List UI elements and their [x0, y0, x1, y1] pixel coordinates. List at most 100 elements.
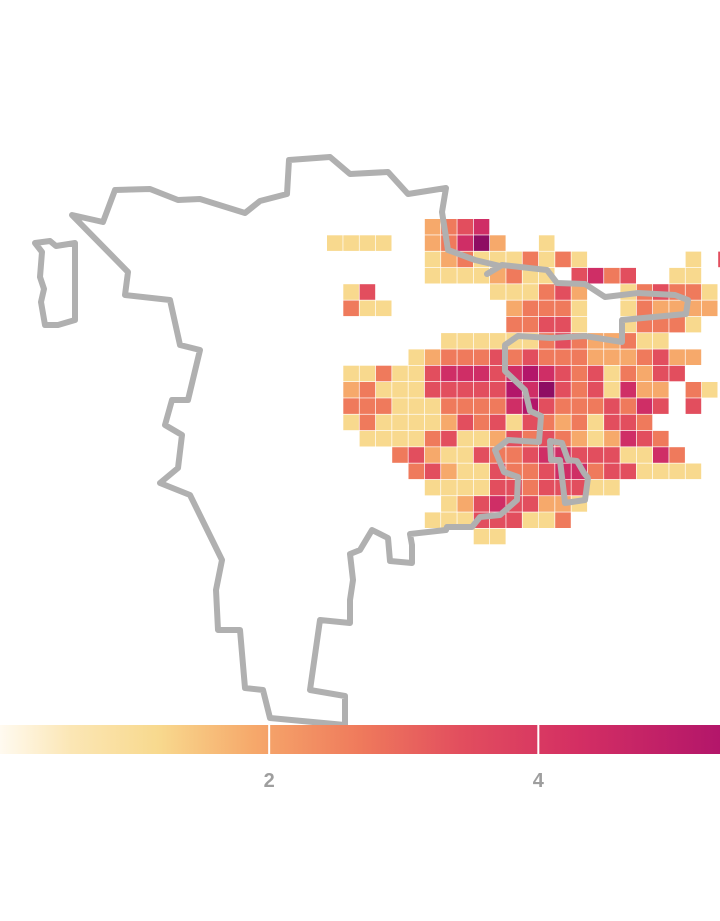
grid-cell — [359, 300, 376, 317]
grid-cell — [343, 284, 359, 300]
grid-cell — [424, 219, 441, 235]
grid-cell — [424, 414, 441, 431]
grid-cell — [669, 349, 685, 365]
grid-cell — [392, 447, 408, 463]
grid-cell — [490, 496, 506, 512]
grid-cell — [685, 382, 702, 398]
grid-cell — [473, 496, 490, 512]
grid-cell — [375, 430, 392, 447]
grid-cell — [538, 349, 555, 365]
grid-cell — [636, 300, 653, 317]
grid-cell — [343, 398, 359, 414]
grid-cell — [457, 219, 473, 235]
grid-cell — [669, 267, 685, 284]
grid-cell — [522, 316, 539, 333]
grid-cell — [587, 430, 604, 447]
grid-cell — [441, 398, 457, 414]
grid-cell — [424, 512, 441, 528]
grid-cell — [636, 447, 653, 463]
grid-cell — [604, 382, 620, 398]
grid-cell — [538, 479, 555, 496]
grid-cell — [441, 479, 457, 496]
grid-cell — [392, 382, 408, 398]
grid-cell — [441, 349, 457, 365]
grid-cell — [473, 430, 490, 447]
grid-cell — [490, 382, 506, 398]
grid-cell — [685, 349, 702, 365]
grid-cell — [653, 316, 669, 333]
grid-cell — [441, 447, 457, 463]
grid-cell — [571, 349, 588, 365]
grid-cell — [555, 398, 571, 414]
grid-cell — [555, 316, 571, 333]
grid-cell — [718, 251, 720, 268]
grid-cell — [538, 398, 555, 414]
grid-cell — [424, 267, 441, 284]
grid-cell — [555, 349, 571, 365]
grid-cell — [587, 382, 604, 398]
grid-cell — [424, 365, 441, 382]
grid-cell — [359, 235, 376, 251]
grid-cell — [587, 414, 604, 431]
grid-cell — [620, 382, 636, 398]
grid-cell — [506, 316, 522, 333]
grid-cell — [457, 382, 473, 398]
grid-cell — [457, 463, 473, 480]
grid-cell — [538, 284, 555, 300]
grid-cell — [685, 251, 702, 268]
grid-cell — [457, 235, 473, 251]
grid-cell — [408, 463, 425, 480]
grid-cell — [571, 398, 588, 414]
grid-cell — [701, 382, 718, 398]
grid-cell — [636, 398, 653, 414]
grid-cell — [636, 349, 653, 365]
grid-cell — [587, 479, 604, 496]
grid-cell — [653, 349, 669, 365]
grid-cell — [522, 463, 539, 480]
legend-tick-label: 4 — [533, 770, 545, 792]
grid-cell — [620, 300, 636, 317]
grid-cell — [457, 365, 473, 382]
grid-cell — [490, 365, 506, 382]
grid-cell — [571, 284, 588, 300]
grid-cell — [555, 382, 571, 398]
grid-cell — [506, 414, 522, 431]
grid-cell — [653, 365, 669, 382]
grid-cell — [571, 382, 588, 398]
grid-cell — [620, 365, 636, 382]
grid-cell — [457, 267, 473, 284]
grid-cell — [555, 414, 571, 431]
grid-cell — [604, 463, 620, 480]
grid-cell — [653, 430, 669, 447]
grid-cell — [408, 382, 425, 398]
grid-cell — [636, 430, 653, 447]
grid-cell — [636, 463, 653, 480]
grid-cell — [457, 496, 473, 512]
grid-cell — [538, 251, 555, 268]
grid-cell — [359, 382, 376, 398]
grid-cell — [490, 235, 506, 251]
grid-cell — [653, 447, 669, 463]
grid-cell — [522, 251, 539, 268]
grid-cell — [669, 463, 685, 480]
grid-cell — [522, 512, 539, 528]
grid-cell — [538, 496, 555, 512]
grid-cell — [538, 463, 555, 480]
grid-cell — [571, 267, 588, 284]
grid-cell — [620, 447, 636, 463]
grid-cell — [375, 382, 392, 398]
grid-cell — [441, 430, 457, 447]
grid-cell — [620, 349, 636, 365]
grid-cell — [359, 284, 376, 300]
grid-cell — [555, 284, 571, 300]
grid-cell — [441, 496, 457, 512]
grid-cell — [522, 365, 539, 382]
city-boundary-outline — [69, 154, 691, 728]
grid-cell — [343, 365, 359, 382]
grid-cell — [424, 349, 441, 365]
grid-cell — [424, 479, 441, 496]
grid-cell — [685, 267, 702, 284]
grid-cell — [685, 284, 702, 300]
grid-cell — [375, 398, 392, 414]
grid-cell — [620, 430, 636, 447]
